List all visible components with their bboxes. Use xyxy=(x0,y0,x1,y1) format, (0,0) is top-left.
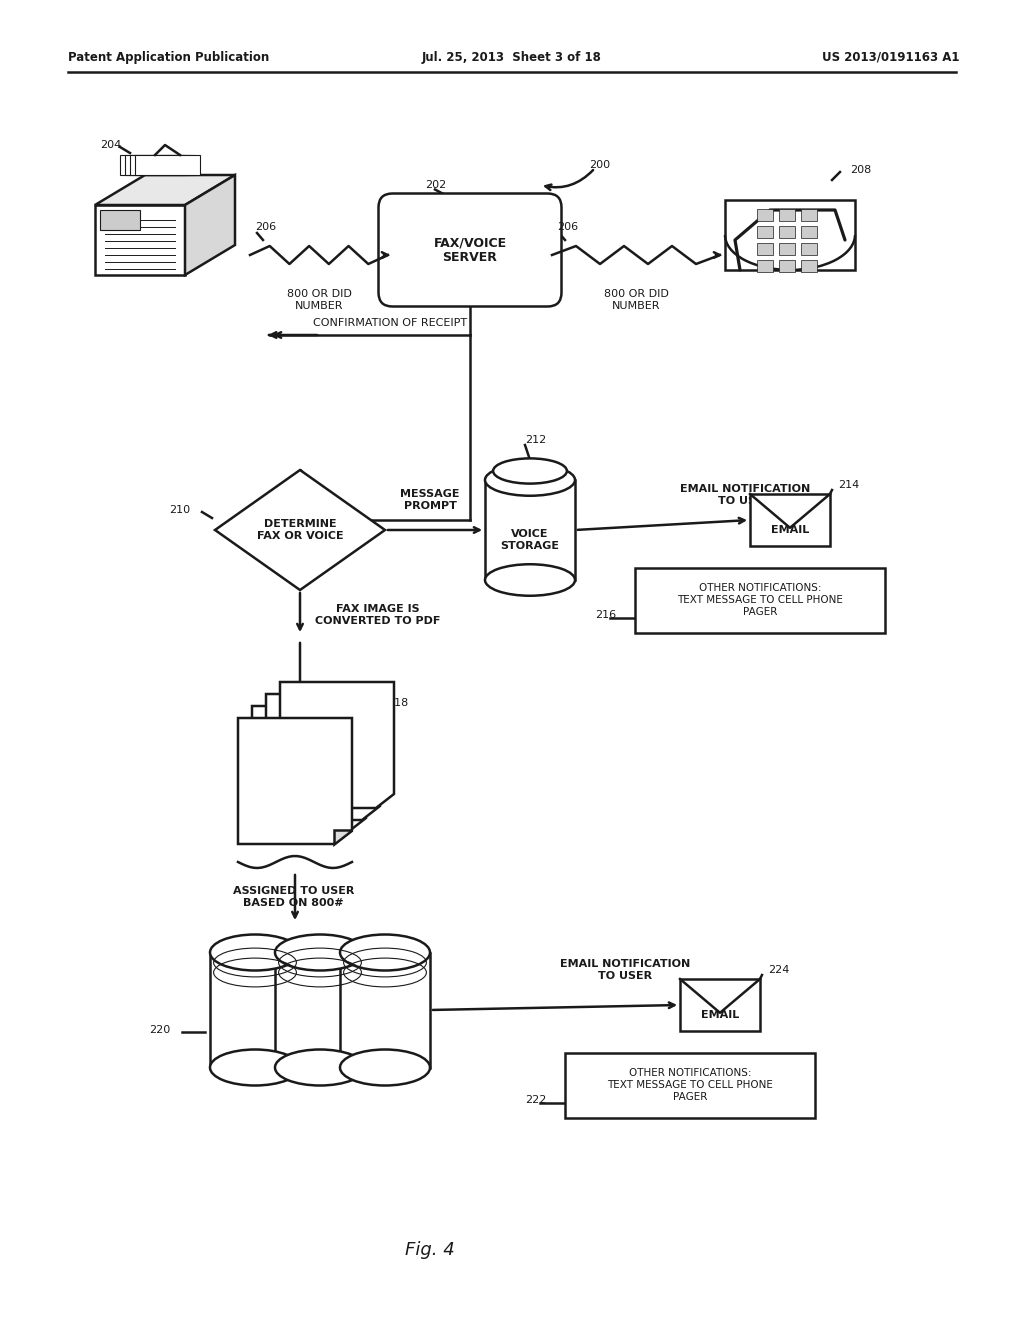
Text: 210: 210 xyxy=(169,506,190,515)
Polygon shape xyxy=(725,201,855,271)
Text: 214: 214 xyxy=(838,480,859,490)
Bar xyxy=(779,226,795,238)
Bar xyxy=(779,243,795,255)
Bar xyxy=(757,209,773,220)
Bar xyxy=(801,260,817,272)
Bar xyxy=(757,243,773,255)
Text: 202: 202 xyxy=(425,181,446,190)
Ellipse shape xyxy=(275,935,365,970)
Text: DETERMINE
FAX OR VOICE: DETERMINE FAX OR VOICE xyxy=(257,519,343,541)
Bar xyxy=(757,226,773,238)
Bar xyxy=(635,568,885,632)
Bar xyxy=(750,494,830,546)
Polygon shape xyxy=(185,176,234,275)
Text: US 2013/0191163 A1: US 2013/0191163 A1 xyxy=(822,50,961,63)
Text: 216: 216 xyxy=(595,610,616,620)
Bar xyxy=(779,260,795,272)
Bar xyxy=(801,243,817,255)
Text: 212: 212 xyxy=(525,436,546,445)
Text: 206: 206 xyxy=(557,222,579,232)
Bar xyxy=(779,209,795,220)
Text: 224: 224 xyxy=(768,965,790,975)
Text: 218: 218 xyxy=(387,698,409,708)
Text: 204: 204 xyxy=(100,140,121,150)
Text: 206: 206 xyxy=(255,222,276,232)
Bar xyxy=(100,210,140,230)
Polygon shape xyxy=(125,154,190,176)
Polygon shape xyxy=(334,830,352,843)
Polygon shape xyxy=(95,205,185,275)
Text: EMAIL NOTIFICATION
TO USER: EMAIL NOTIFICATION TO USER xyxy=(560,960,690,981)
Polygon shape xyxy=(252,706,366,832)
Text: Patent Application Publication: Patent Application Publication xyxy=(68,50,269,63)
Text: ASSIGNED TO USER
BASED ON 800#: ASSIGNED TO USER BASED ON 800# xyxy=(233,886,354,908)
Ellipse shape xyxy=(210,935,300,970)
Bar xyxy=(757,260,773,272)
Polygon shape xyxy=(130,154,195,176)
Polygon shape xyxy=(95,176,234,205)
Text: VOICE
STORAGE: VOICE STORAGE xyxy=(501,529,559,550)
Text: EMAIL NOTIFICATION
TO USER: EMAIL NOTIFICATION TO USER xyxy=(680,484,810,506)
Polygon shape xyxy=(266,694,380,820)
Bar xyxy=(210,953,300,1068)
Text: MESSAGE
PROMPT: MESSAGE PROMPT xyxy=(400,490,460,511)
Ellipse shape xyxy=(275,1049,365,1085)
Text: OTHER NOTIFICATIONS:
TEXT MESSAGE TO CELL PHONE
PAGER: OTHER NOTIFICATIONS: TEXT MESSAGE TO CEL… xyxy=(607,1068,773,1102)
Bar xyxy=(565,1052,815,1118)
Polygon shape xyxy=(215,470,385,590)
Ellipse shape xyxy=(210,1049,300,1085)
Text: 200: 200 xyxy=(590,160,610,170)
Ellipse shape xyxy=(485,465,575,496)
Bar xyxy=(275,953,365,1068)
Text: FAX IMAGE IS
CONVERTED TO PDF: FAX IMAGE IS CONVERTED TO PDF xyxy=(315,605,440,626)
Bar xyxy=(801,226,817,238)
Ellipse shape xyxy=(340,935,430,970)
Bar xyxy=(680,979,760,1031)
Text: EMAIL: EMAIL xyxy=(700,1010,739,1020)
Bar xyxy=(485,480,575,579)
Polygon shape xyxy=(238,718,352,843)
Text: Jul. 25, 2013  Sheet 3 of 18: Jul. 25, 2013 Sheet 3 of 18 xyxy=(422,50,602,63)
Text: EMAIL: EMAIL xyxy=(771,525,809,535)
Text: 208: 208 xyxy=(850,165,871,176)
Text: 222: 222 xyxy=(525,1096,547,1105)
Polygon shape xyxy=(280,682,394,808)
FancyBboxPatch shape xyxy=(379,194,561,306)
Bar xyxy=(340,953,430,1068)
Ellipse shape xyxy=(485,564,575,595)
Ellipse shape xyxy=(494,458,567,483)
Text: FAX/VOICE
SERVER: FAX/VOICE SERVER xyxy=(433,236,507,264)
Ellipse shape xyxy=(340,1049,430,1085)
Text: CONFIRMATION OF RECEIPT: CONFIRMATION OF RECEIPT xyxy=(313,318,467,327)
Bar xyxy=(801,209,817,220)
Polygon shape xyxy=(135,154,200,176)
Text: 220: 220 xyxy=(148,1026,170,1035)
Text: 800 OR DID
NUMBER: 800 OR DID NUMBER xyxy=(603,289,669,310)
Polygon shape xyxy=(120,154,185,176)
Text: Fig. 4: Fig. 4 xyxy=(406,1241,455,1259)
Text: 800 OR DID
NUMBER: 800 OR DID NUMBER xyxy=(287,289,351,310)
Text: OTHER NOTIFICATIONS:
TEXT MESSAGE TO CELL PHONE
PAGER: OTHER NOTIFICATIONS: TEXT MESSAGE TO CEL… xyxy=(677,583,843,616)
